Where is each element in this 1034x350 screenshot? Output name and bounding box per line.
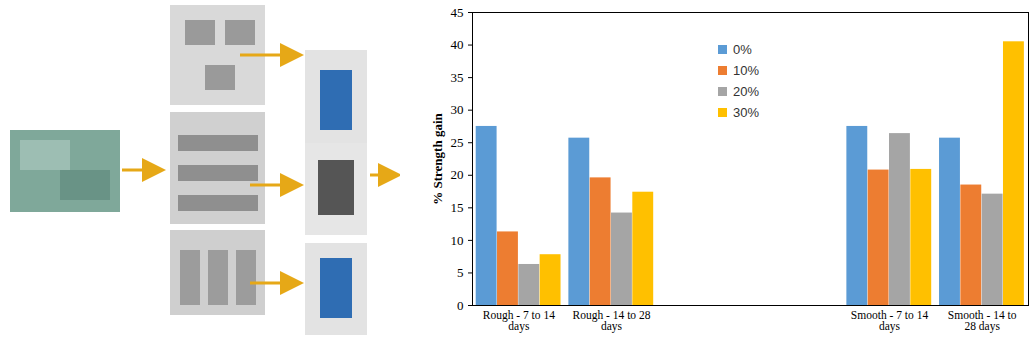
svg-text:25: 25 (451, 135, 464, 150)
svg-text:20: 20 (451, 167, 464, 182)
svg-text:Rough - 14 to 28days: Rough - 14 to 28days (573, 309, 651, 334)
html-text:10%: 10% (733, 63, 759, 78)
svg-text:Rough - 7 to 14days: Rough - 7 to 14days (483, 309, 555, 334)
html-text:0%: 0% (733, 42, 752, 57)
html-text:30%: 30% (733, 105, 759, 120)
svg-text:0: 0 (457, 298, 464, 313)
svg-text:Smooth - 7 to 14days: Smooth - 7 to 14days (851, 309, 929, 334)
svg-text:40: 40 (451, 37, 464, 52)
svg-text:5: 5 (457, 265, 464, 280)
svg-text:30: 30 (451, 102, 464, 117)
svg-text:10: 10 (451, 233, 464, 248)
svg-text:% Strength gain: % Strength gain (430, 112, 445, 204)
svg-text:35: 35 (451, 70, 464, 85)
svg-text:Smooth - 14 to28 days: Smooth - 14 to28 days (948, 309, 1017, 334)
svg-text:45: 45 (451, 5, 464, 20)
svg-text:15: 15 (451, 200, 464, 215)
html-text:20%: 20% (733, 84, 759, 99)
